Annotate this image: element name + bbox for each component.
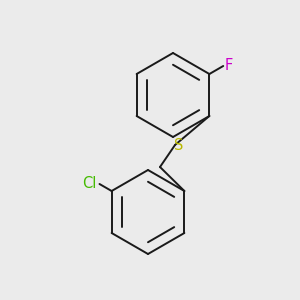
Text: Cl: Cl (82, 176, 97, 190)
Text: S: S (174, 139, 184, 154)
Text: F: F (225, 58, 233, 73)
